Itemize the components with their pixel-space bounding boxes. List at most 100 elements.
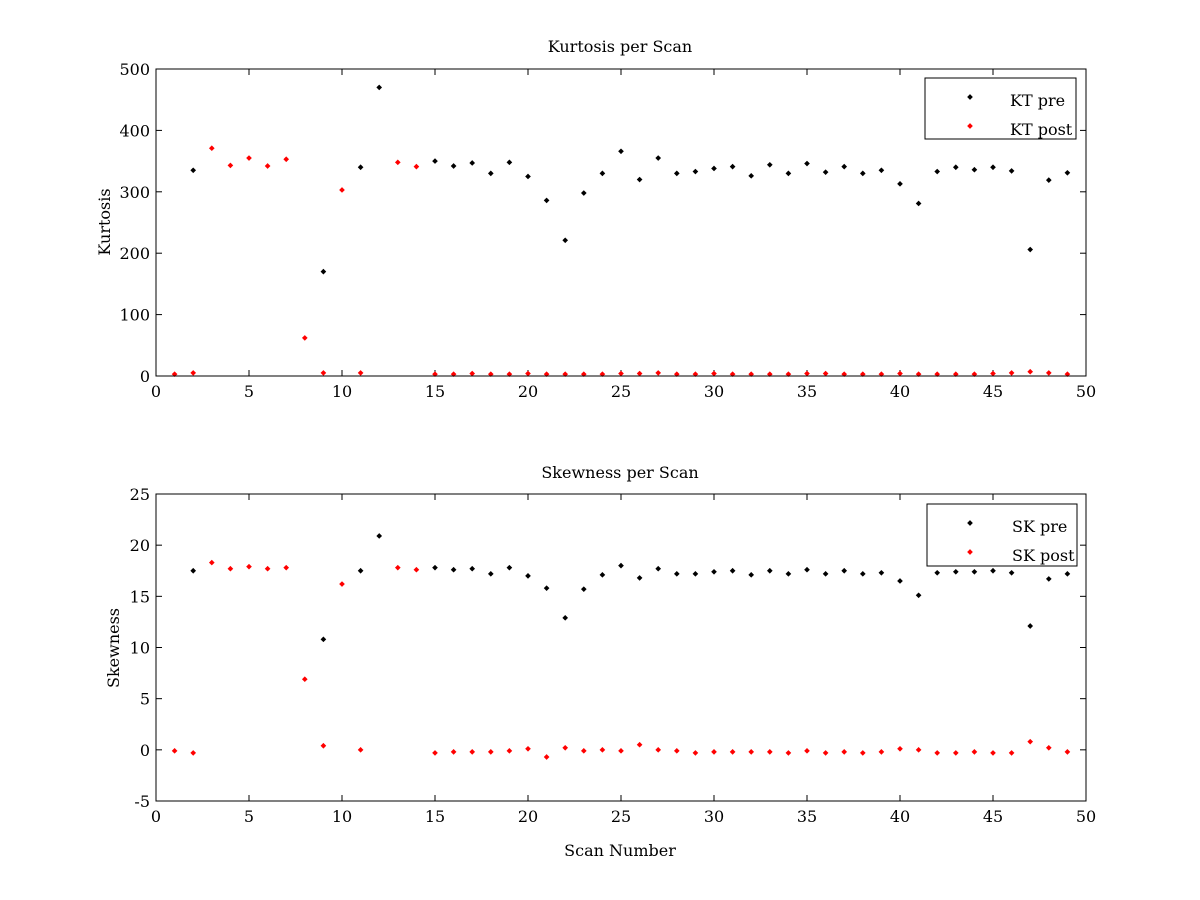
skewness-ytick-label: 15: [130, 587, 150, 606]
skewness-point-post: [357, 747, 364, 753]
kurtosis-point-post: [357, 370, 364, 376]
kurtosis-point-post: [227, 162, 234, 169]
kurtosis-point-post: [208, 145, 215, 152]
kurtosis-point-pre: [190, 167, 197, 174]
skewness-plot-points: [171, 533, 1071, 760]
skewness-point-pre: [766, 567, 773, 574]
kurtosis-plot-title: Kurtosis per Scan: [548, 37, 692, 56]
kurtosis-point-post: [1045, 370, 1052, 376]
skewness-xtick-label: 5: [244, 807, 254, 826]
skewness-point-post: [562, 744, 569, 751]
skewness-xtick-label: 45: [983, 807, 1003, 826]
kurtosis-point-post: [469, 370, 476, 377]
skewness-point-post: [264, 565, 271, 572]
kurtosis-xtick-label: 20: [518, 382, 538, 401]
skewness-point-post: [339, 581, 345, 587]
kurtosis-point-pre: [487, 170, 494, 177]
kurtosis-point-post: [636, 370, 643, 377]
kurtosis-point-pre: [785, 170, 792, 177]
skewness-point-post: [432, 750, 438, 756]
skewness-xtick-label: 50: [1076, 807, 1096, 826]
skewness-xtick-label: 35: [797, 807, 817, 826]
kurtosis-plot-ylabel: Kurtosis: [95, 188, 114, 255]
skewness-point-post: [618, 748, 624, 754]
kurtosis-point-post: [822, 370, 829, 377]
skewness-ytick-label: -5: [134, 792, 150, 811]
kurtosis-point-pre: [804, 160, 810, 167]
skewness-point-pre: [673, 570, 680, 577]
kurtosis-point-pre: [897, 180, 903, 187]
skewness-point-post: [990, 750, 996, 756]
skewness-plot-legend: SK pre SK post: [926, 503, 1078, 567]
kurtosis-point-pre: [878, 167, 885, 174]
kurtosis-point-pre: [1064, 169, 1071, 176]
kurtosis-ytick-label: 500: [119, 60, 150, 79]
kurtosis-xtick-label: 15: [425, 382, 445, 401]
kurtosis-point-pre: [450, 163, 457, 169]
kurtosis-legend-label-pre: KT pre: [1010, 91, 1065, 110]
kurtosis-legend-box: [924, 77, 1077, 140]
kurtosis-point-pre: [562, 237, 569, 244]
skewness-point-post: [804, 748, 810, 754]
kurtosis-point-pre: [432, 158, 438, 164]
skewness-point-pre: [1045, 576, 1052, 582]
skewness-point-pre: [562, 614, 569, 621]
skewness-plot: Skewness per Scan Skewness Scan Number 0…: [104, 463, 1096, 860]
skewness-point-pre: [525, 573, 531, 579]
skewness-point-pre: [971, 568, 978, 575]
skewness-xtick-label: 15: [425, 807, 445, 826]
skewness-point-pre: [729, 567, 736, 574]
kurtosis-point-post: [990, 370, 996, 377]
kurtosis-point-pre: [859, 170, 866, 177]
kurtosis-ytick-label: 100: [119, 306, 150, 325]
skewness-point-pre: [506, 564, 513, 571]
kurtosis-ytick-label: 300: [119, 183, 150, 202]
skewness-legend-marker-pre: [967, 520, 973, 526]
kurtosis-point-pre: [1045, 177, 1052, 183]
skewness-point-pre: [785, 570, 792, 577]
skewness-point-post: [190, 750, 197, 756]
skewness-point-post: [1008, 750, 1015, 756]
skewness-plot-ylabel: Skewness: [104, 608, 123, 688]
skewness-point-post: [785, 750, 792, 756]
skewness-point-post: [413, 566, 420, 573]
kurtosis-point-post: [525, 370, 531, 377]
skewness-point-pre: [1064, 570, 1071, 577]
kurtosis-plot-legend: KT pre KT post: [924, 77, 1077, 140]
skewness-ytick-label: 5: [140, 690, 150, 709]
skewness-point-post: [227, 565, 234, 572]
kurtosis-point-post: [804, 370, 810, 377]
kurtosis-point-pre: [934, 168, 941, 175]
skewness-xtick-label: 0: [151, 807, 161, 826]
skewness-point-post: [729, 749, 736, 755]
skewness-legend-label-post: SK post: [1012, 546, 1075, 565]
kurtosis-plot: Kurtosis per Scan Kurtosis 0 5 10 15 20 25 30 3…: [95, 37, 1096, 401]
skewness-point-post: [673, 748, 680, 754]
kurtosis-point-post: [413, 163, 420, 170]
kurtosis-point-pre: [1008, 168, 1015, 174]
kurtosis-point-pre: [841, 163, 848, 170]
skewness-point-post: [692, 750, 699, 756]
skewness-point-pre: [711, 568, 717, 575]
skewness-point-pre: [580, 586, 587, 592]
skewness-point-pre: [190, 567, 197, 574]
kurtosis-xtick-label: 35: [797, 382, 817, 401]
skewness-xtick-label: 20: [518, 807, 538, 826]
skewness-point-post: [246, 563, 252, 570]
kurtosis-xtick-label: 5: [244, 382, 254, 401]
kurtosis-point-pre: [822, 169, 829, 175]
skewness-point-pre: [357, 567, 364, 574]
skewness-legend-label-pre: SK pre: [1012, 517, 1067, 536]
kurtosis-legend-label-post: KT post: [1010, 120, 1073, 139]
kurtosis-point-pre: [376, 84, 383, 91]
skewness-point-post: [1045, 744, 1052, 751]
skewness-xtick-label: 40: [890, 807, 910, 826]
kurtosis-point-pre: [618, 148, 624, 155]
kurtosis-point-pre: [692, 168, 699, 175]
skewness-legend-box: [926, 503, 1078, 567]
skewness-ytick-label: 25: [130, 485, 150, 504]
skewness-point-pre: [376, 533, 383, 539]
kurtosis-point-post: [264, 163, 271, 169]
kurtosis-point-post: [897, 370, 903, 377]
skewness-point-post: [394, 564, 401, 571]
